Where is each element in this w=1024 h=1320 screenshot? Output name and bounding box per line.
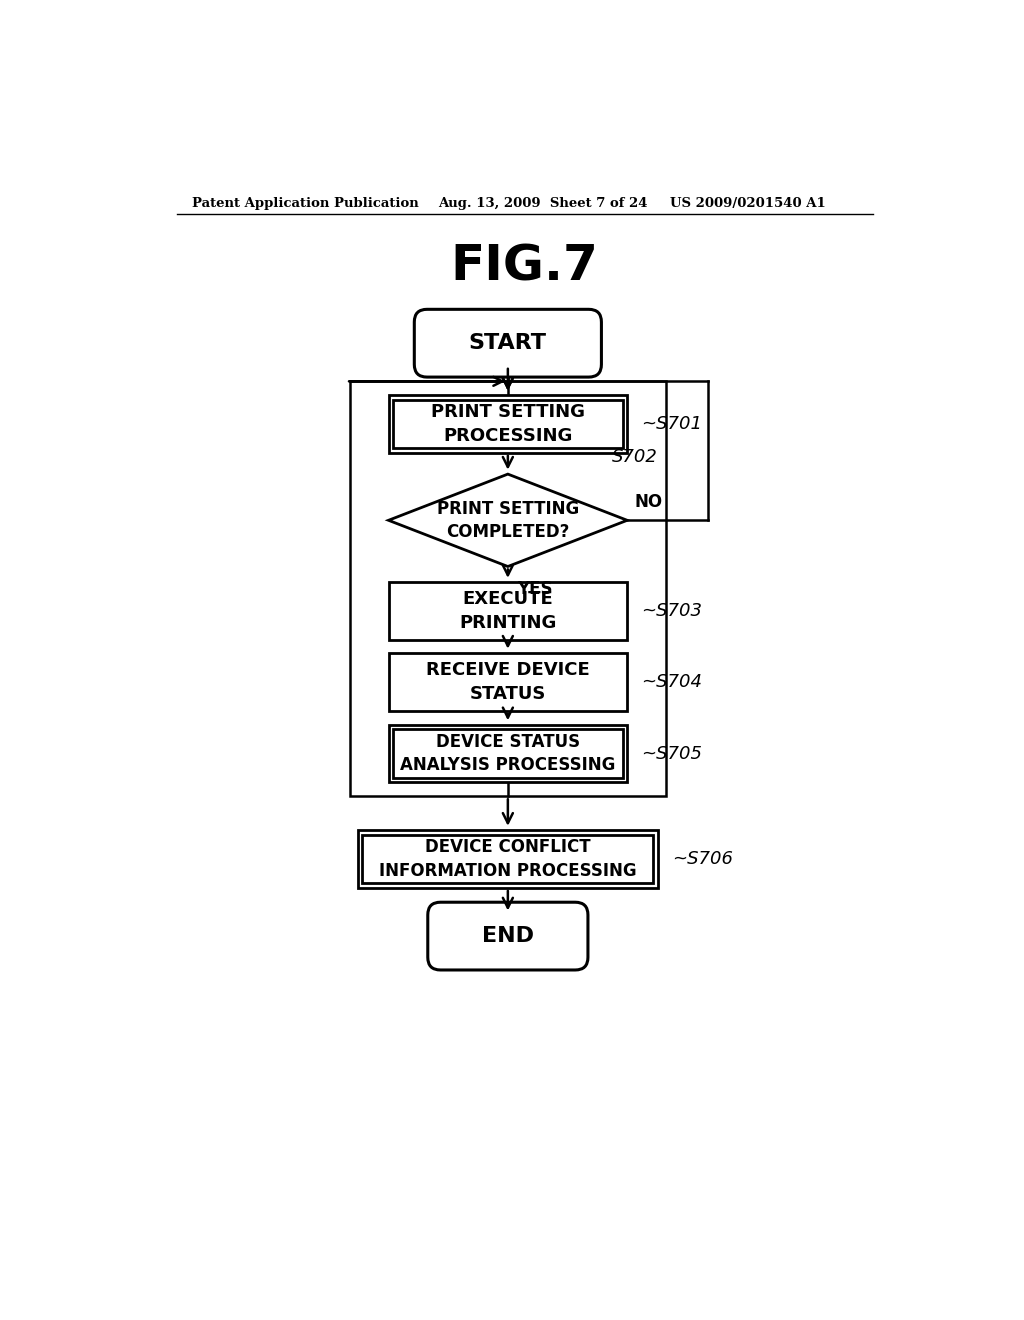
Bar: [393, 730, 623, 777]
Text: NO: NO: [635, 494, 663, 511]
Text: Aug. 13, 2009  Sheet 7 of 24: Aug. 13, 2009 Sheet 7 of 24: [438, 197, 648, 210]
Bar: [388, 582, 628, 640]
Text: DEVICE STATUS
ANALYSIS PROCESSING: DEVICE STATUS ANALYSIS PROCESSING: [400, 733, 615, 775]
Text: ~S701: ~S701: [641, 414, 702, 433]
Text: US 2009/0201540 A1: US 2009/0201540 A1: [670, 197, 825, 210]
Bar: [362, 834, 653, 883]
Bar: [357, 830, 658, 888]
Text: DEVICE CONFLICT
INFORMATION PROCESSING: DEVICE CONFLICT INFORMATION PROCESSING: [379, 838, 637, 880]
Text: FIG.7: FIG.7: [451, 242, 599, 290]
Text: ~S703: ~S703: [641, 602, 702, 620]
Text: ~S706: ~S706: [672, 850, 733, 869]
Bar: [388, 725, 628, 783]
Bar: [388, 395, 628, 453]
Bar: [388, 653, 628, 711]
FancyBboxPatch shape: [415, 309, 601, 378]
Text: START: START: [469, 333, 547, 354]
Text: ~S705: ~S705: [641, 744, 702, 763]
Text: RECEIVE DEVICE
STATUS: RECEIVE DEVICE STATUS: [426, 661, 590, 702]
Polygon shape: [388, 474, 628, 566]
Text: PRINT SETTING
PROCESSING: PRINT SETTING PROCESSING: [431, 403, 585, 445]
Text: ~S704: ~S704: [641, 673, 702, 690]
Text: Patent Application Publication: Patent Application Publication: [193, 197, 419, 210]
Text: PRINT SETTING
COMPLETED?: PRINT SETTING COMPLETED?: [436, 499, 579, 541]
Text: EXECUTE
PRINTING: EXECUTE PRINTING: [459, 590, 557, 632]
FancyBboxPatch shape: [428, 903, 588, 970]
Bar: [350, 381, 666, 796]
Text: END: END: [482, 927, 534, 946]
Text: S702: S702: [611, 449, 657, 466]
Bar: [393, 400, 623, 449]
Text: YES: YES: [517, 581, 553, 598]
